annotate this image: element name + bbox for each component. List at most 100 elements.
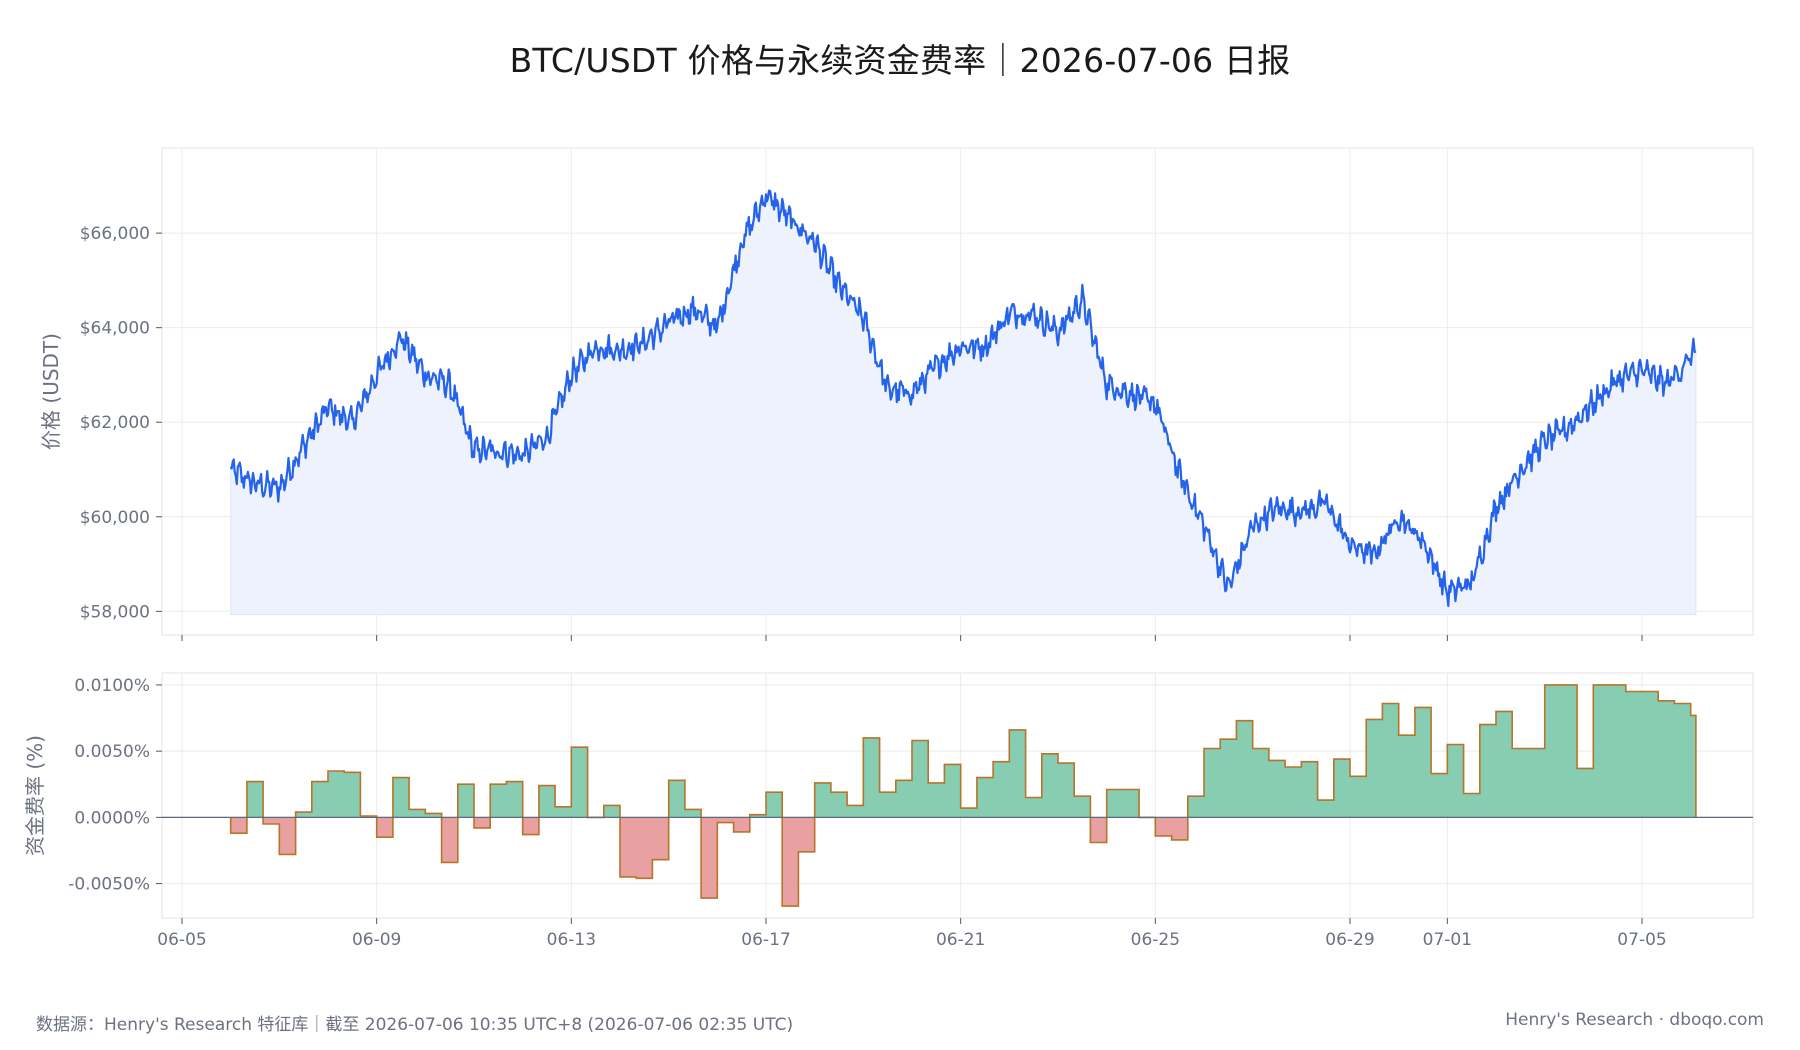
funding-step-outline (229, 684, 1697, 907)
funding-bar (328, 771, 345, 818)
funding-bar (230, 817, 248, 834)
funding-bar (1106, 789, 1124, 818)
funding-bar (1609, 684, 1627, 818)
funding-bar (1658, 700, 1675, 818)
footer-source: 数据源：Henry's Research 特征库｜截至 2026-07-06 1… (36, 1015, 794, 1035)
funding-bar (960, 808, 978, 818)
funding-bar (1642, 691, 1659, 818)
funding-bar (1236, 720, 1254, 818)
funding-bar (1204, 748, 1221, 818)
funding-bar (1463, 793, 1481, 818)
funding-bar (1690, 715, 1697, 818)
x-tick-label: 06-13 (547, 930, 596, 950)
funding-bar (701, 817, 718, 899)
funding-bar (1350, 776, 1367, 818)
funding-y-tick-label: -0.0050% (68, 875, 150, 895)
funding-bar (538, 785, 556, 818)
funding-bar (1625, 691, 1643, 818)
funding-bar (847, 805, 864, 818)
funding-bar (1187, 796, 1205, 818)
price-y-tick-label: $66,000 (80, 224, 150, 244)
footer-brand: Henry's Research · dboqo.com (1505, 1010, 1764, 1030)
funding-bar (1122, 789, 1140, 818)
funding-bar (993, 761, 1010, 818)
funding-y-tick-label: 0.0000% (74, 808, 150, 828)
funding-bar (1074, 796, 1091, 818)
funding-bar (1479, 724, 1497, 818)
funding-bar (522, 817, 540, 835)
x-tick-label: 06-05 (157, 930, 206, 950)
funding-bar (1431, 773, 1448, 818)
price-panel: $58,000 $60,000 $62,000 $64,000 $66,000 价格 (U… (39, 147, 1754, 641)
funding-bar (1171, 817, 1189, 840)
funding-bar (571, 747, 588, 818)
price-y-tick-label: $58,000 (80, 602, 150, 622)
funding-bar (1528, 748, 1546, 818)
funding-bar (311, 781, 329, 818)
funding-bar (1252, 748, 1270, 818)
funding-bar (603, 805, 621, 818)
x-tick-label: 06-09 (352, 930, 401, 950)
funding-bar (1366, 719, 1383, 818)
x-tick-label: 06-21 (936, 930, 985, 950)
funding-bar (1333, 759, 1351, 818)
funding-bar (684, 809, 702, 818)
funding-bar (1220, 739, 1237, 818)
funding-bar (1009, 729, 1026, 818)
funding-bar (1593, 684, 1610, 818)
funding-bar (1155, 817, 1172, 836)
funding-bar (474, 817, 491, 828)
funding-bar (376, 817, 394, 838)
funding-bar (490, 784, 507, 818)
funding-bar (1025, 797, 1043, 818)
funding-bar (1674, 703, 1692, 818)
funding-bar (620, 817, 637, 877)
funding-bar (1414, 707, 1432, 818)
funding-bar (457, 784, 475, 818)
funding-bar (717, 817, 734, 823)
price-y-tick-label: $60,000 (80, 508, 150, 528)
price-y-tick-label: $64,000 (80, 319, 150, 339)
funding-bar (409, 809, 426, 818)
funding-panel: -0.0050% 0.0000% 0.0050% 0.0100% 资金费率 (%) (23, 672, 1754, 919)
funding-bar (1512, 748, 1529, 818)
chart-title: BTC/USDT 价格与永续资金费率｜2026-07-06 日报 (509, 41, 1291, 80)
funding-bar (668, 780, 686, 818)
funding-bar (279, 817, 296, 855)
funding-bar (425, 813, 442, 818)
funding-bar (1301, 761, 1318, 818)
funding-y-tick-label: 0.0100% (74, 676, 150, 696)
funding-bar (636, 817, 653, 879)
funding-bar (246, 781, 264, 818)
funding-bar (1447, 744, 1464, 818)
funding-bar (912, 740, 929, 818)
funding-bar (1317, 800, 1335, 818)
funding-y-tick-label: 0.0050% (74, 742, 150, 762)
funding-bar (1268, 760, 1286, 818)
x-axis: 06-05 06-09 06-13 06-17 06-21 06-25 06-29 07-01… (157, 918, 1667, 950)
funding-bar (733, 817, 751, 832)
x-tick-label: 06-17 (741, 930, 790, 950)
funding-y-axis-label: 资金费率 (%) (23, 735, 47, 856)
funding-bar (749, 814, 767, 818)
funding-bar (344, 772, 361, 818)
funding-bar (392, 777, 410, 818)
funding-bar (976, 777, 994, 818)
funding-bar (441, 817, 459, 863)
funding-bar (1560, 684, 1578, 818)
funding-bar (555, 806, 572, 818)
x-tick-label: 07-05 (1617, 930, 1666, 950)
funding-bar (863, 737, 880, 818)
price-y-axis-label: 价格 (USDT) (39, 333, 63, 450)
funding-bar (944, 764, 962, 818)
funding-bar (1577, 768, 1594, 818)
funding-bar (652, 817, 670, 860)
x-tick-label: 06-29 (1325, 930, 1374, 950)
funding-bar (782, 817, 799, 907)
funding-bar (879, 792, 897, 818)
funding-bar (1090, 817, 1108, 843)
funding-bar (814, 782, 832, 818)
funding-bar (295, 812, 313, 818)
funding-bar (766, 792, 783, 818)
